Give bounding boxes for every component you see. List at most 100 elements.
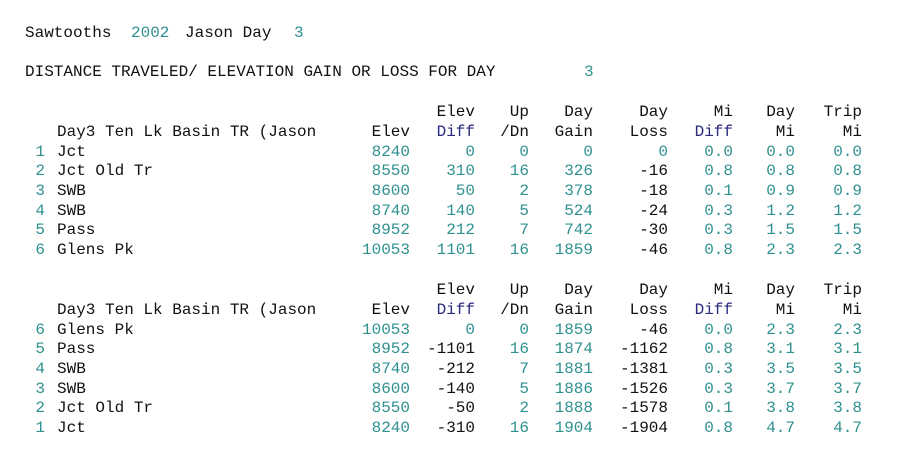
day-loss: -1162: [619, 340, 668, 359]
day-gain: 378: [564, 181, 593, 200]
column-header: Day3 Ten Lk Basin TR (Jason: [57, 300, 317, 319]
elev: 8600: [371, 181, 410, 200]
subtitle-day: 3: [584, 63, 594, 81]
up-dn: 0: [519, 142, 529, 161]
day-loss: -1381: [619, 359, 668, 378]
place: Pass: [57, 221, 96, 240]
trip-mi: 4.7: [833, 419, 862, 437]
column-header: Diff: [694, 122, 733, 141]
day-loss: 0: [658, 142, 668, 161]
column-header: Up: [509, 103, 529, 121]
up-dn: 7: [519, 359, 529, 378]
day-mi: 2.3: [766, 241, 795, 259]
day-mi: 1.2: [766, 201, 795, 220]
day-gain: 1881: [554, 359, 593, 378]
column-header: Diff: [436, 300, 475, 319]
elev-diff: 212: [446, 221, 475, 240]
trip-mi: 3.8: [833, 399, 862, 418]
day-mi: 3.7: [766, 379, 795, 398]
trip-mi: 0.8: [833, 162, 862, 181]
day-gain: 524: [564, 201, 593, 220]
column-header: Elev: [436, 281, 475, 299]
column-header: Day: [639, 281, 668, 299]
place: SWB: [57, 201, 86, 220]
place: Jct Old Tr: [57, 162, 154, 181]
day-gain: 1859: [554, 320, 593, 339]
column-header: Trip: [823, 281, 862, 299]
elev-diff: 310: [446, 162, 475, 181]
day-gain: 1886: [554, 379, 593, 398]
day-gain: 1874: [554, 340, 593, 359]
mi-diff: 0.8: [704, 340, 733, 359]
elev: 10053: [361, 320, 410, 339]
up-dn: 2: [519, 181, 529, 200]
row-number: 6: [35, 241, 45, 259]
column-header: Gain: [554, 300, 593, 319]
up-dn: 5: [519, 201, 529, 220]
day-loss: -1526: [619, 379, 668, 398]
day-mi: 0.0: [766, 142, 795, 161]
row-number: 6: [35, 320, 45, 339]
column-header: Day: [766, 281, 795, 299]
title-name: Sawtooths: [25, 24, 112, 42]
day-loss: -30: [639, 221, 668, 240]
elev: 8952: [371, 340, 410, 359]
day-loss: -46: [639, 241, 668, 259]
mi-diff: 0.0: [704, 320, 733, 339]
column-header: Elev: [371, 300, 410, 319]
row-number: 5: [35, 340, 45, 359]
elev: 8240: [371, 142, 410, 161]
day-mi: 0.8: [766, 162, 795, 181]
title-person: Jason Day: [185, 24, 272, 42]
mi-diff: 0.1: [704, 181, 733, 200]
day-loss: -18: [639, 181, 668, 200]
mi-diff: 0.0: [704, 142, 733, 161]
elev-diff: -1101: [426, 340, 475, 359]
column-header: Elev: [371, 122, 410, 141]
column-header: Mi: [775, 300, 795, 319]
up-dn: 0: [519, 320, 529, 339]
day-gain: 1904: [554, 419, 593, 437]
day-mi: 3.1: [766, 340, 795, 359]
elev: 8550: [371, 162, 410, 181]
column-header: Mi: [842, 122, 862, 141]
day-mi: 3.8: [766, 399, 795, 418]
elev: 10053: [361, 241, 410, 259]
mi-diff: 0.8: [704, 162, 733, 181]
elev-diff: -140: [436, 379, 475, 398]
day-mi: 1.5: [766, 221, 795, 240]
day-loss: -16: [639, 162, 668, 181]
trip-mi: 1.5: [833, 221, 862, 240]
day-loss: -24: [639, 201, 668, 220]
up-dn: 16: [509, 419, 529, 437]
trip-mi: 2.3: [833, 320, 862, 339]
elev-diff: 1101: [436, 241, 475, 259]
row-number: 4: [35, 359, 45, 378]
trip-mi: 1.2: [833, 201, 862, 220]
row-number: 1: [35, 142, 45, 161]
day-gain: 0: [583, 142, 593, 161]
column-header: /Dn: [500, 300, 529, 319]
column-header: /Dn: [500, 122, 529, 141]
elev: 8600: [371, 379, 410, 398]
place: Pass: [57, 340, 96, 359]
trip-mi: 3.5: [833, 359, 862, 378]
elev-diff: -212: [436, 359, 475, 378]
up-dn: 2: [519, 399, 529, 418]
place: Glens Pk: [57, 320, 134, 339]
column-header: Mi: [713, 281, 733, 299]
mi-diff: 0.8: [704, 419, 733, 437]
trip-mi: 0.9: [833, 181, 862, 200]
column-header: Mi: [842, 300, 862, 319]
column-header: Diff: [436, 122, 475, 141]
day-mi: 2.3: [766, 320, 795, 339]
day-gain: 1859: [554, 241, 593, 259]
title-year: 2002: [131, 24, 170, 42]
column-header: Loss: [629, 300, 668, 319]
trip-mi: 2.3: [833, 241, 862, 259]
elev: 8240: [371, 419, 410, 437]
elev: 8740: [371, 201, 410, 220]
column-header: Loss: [629, 122, 668, 141]
row-number: 2: [35, 162, 45, 181]
elev-diff: 50: [455, 181, 475, 200]
